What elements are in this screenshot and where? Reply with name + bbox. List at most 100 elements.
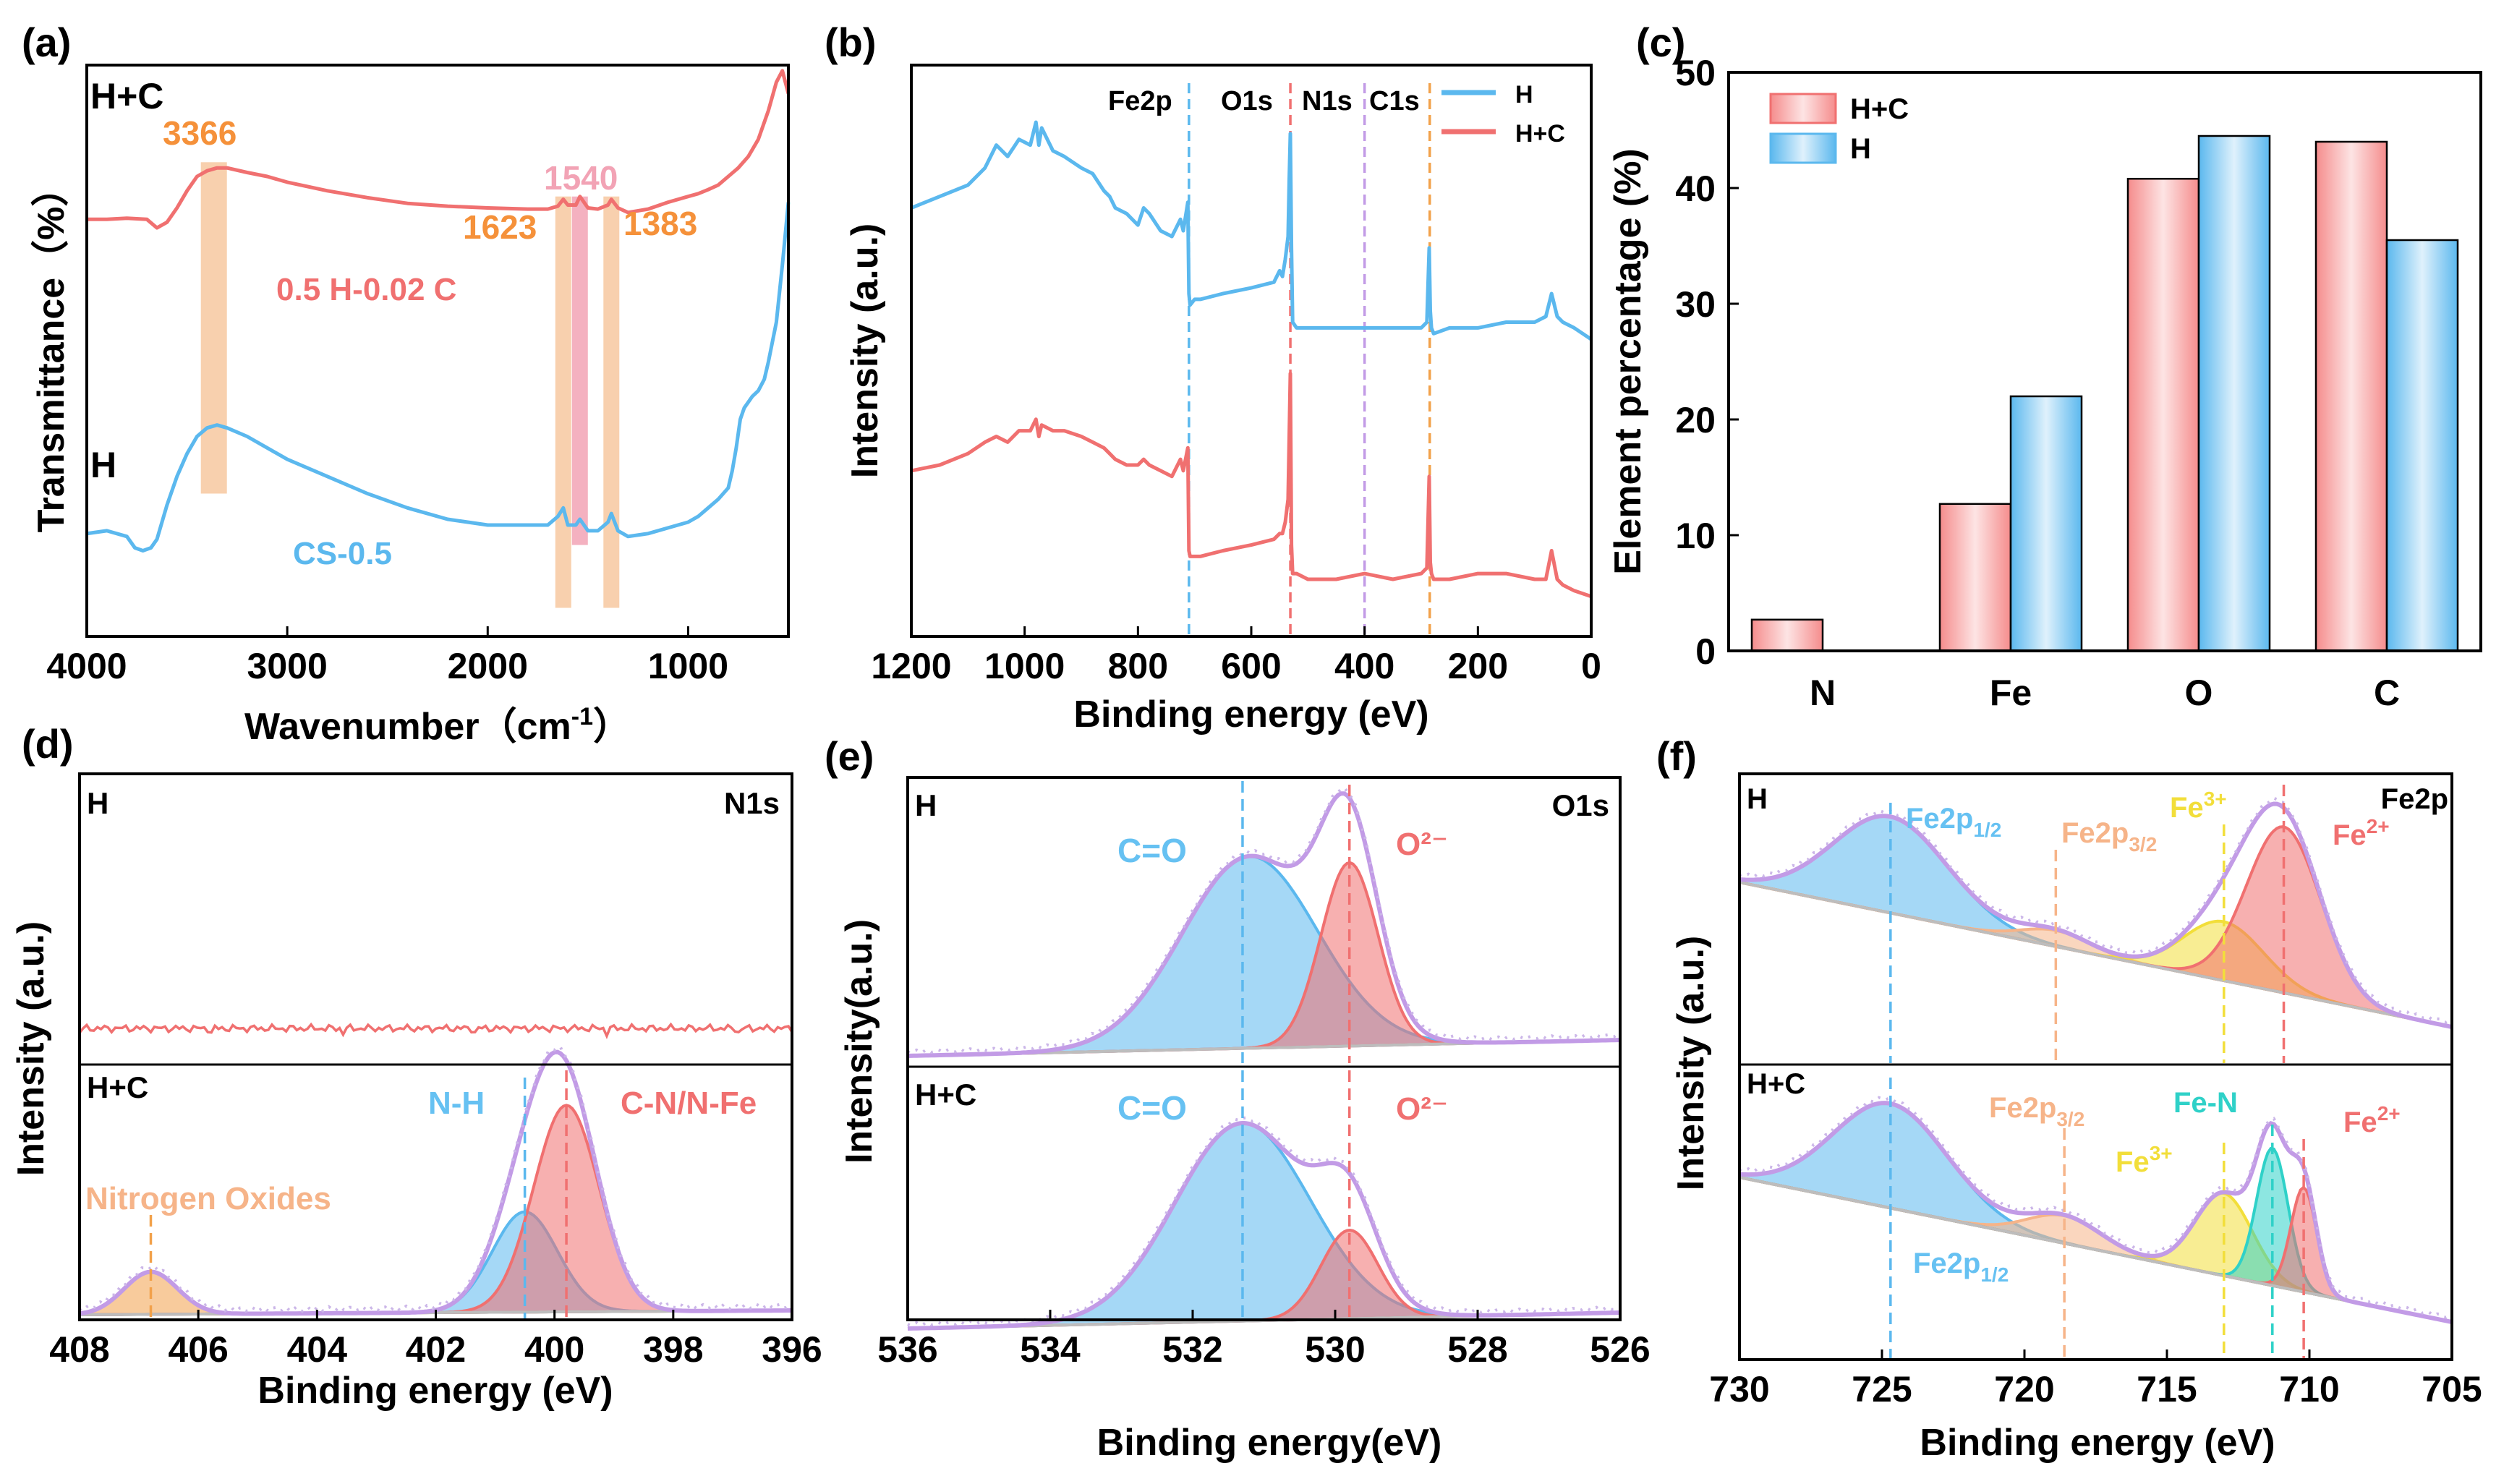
panel-f-bottom-envelope bbox=[1739, 1101, 2453, 1324]
panel-c-ytick-label: 30 bbox=[1675, 284, 1716, 325]
panel-f-bottom-label: H+C bbox=[1747, 1068, 1805, 1100]
panel-f-frame bbox=[1738, 772, 2453, 1361]
panel-e-label-co-top: C=O bbox=[1117, 832, 1187, 869]
panel-c-ytick-label: 0 bbox=[1695, 631, 1716, 672]
panel-d-xlabel: Binding energy (eV) bbox=[257, 1370, 613, 1412]
panel-c-bar bbox=[2009, 395, 2083, 652]
panel-d-tick-label: 408 bbox=[49, 1329, 109, 1370]
panel-c-category-label: O bbox=[2185, 673, 2213, 713]
panel-e-label-co-bottom: C=O bbox=[1117, 1089, 1187, 1127]
panel-d-xticks: 408 406 404 402 400 398 396 bbox=[49, 1310, 822, 1370]
panel-a-series-label-h: H bbox=[90, 445, 116, 485]
panel-b-tick-label: 600 bbox=[1221, 646, 1281, 686]
panel-a-line bbox=[86, 202, 791, 553]
panel-b-tick-label: 1000 bbox=[984, 646, 1065, 686]
panel-f-label-fe2p12-top: Fe2p1/2 bbox=[1906, 803, 2001, 841]
panel-f-bottom-baseline bbox=[1739, 1176, 2453, 1323]
panel-b-legend: H H+C bbox=[1441, 81, 1565, 148]
panel-f-content bbox=[1738, 785, 2453, 1360]
panel-f-label: (f) bbox=[1656, 733, 1697, 779]
panel-b-ylabel: Intensity (a.u.) bbox=[844, 223, 886, 478]
panel-f-xticks: 730 725 720 715 710 705 bbox=[1709, 1349, 2482, 1410]
panel-a-tick-label: 2000 bbox=[448, 646, 528, 686]
panel-e-region: O1s bbox=[1552, 788, 1609, 822]
panel-f-top-label: H bbox=[1747, 783, 1768, 815]
panel-c-ytick-label: 20 bbox=[1675, 400, 1716, 440]
panel-c-frame bbox=[1727, 71, 2482, 652]
panel-c-yticks: 0 10 20 30 40 50 bbox=[1675, 53, 1739, 672]
panel-b-tick-label: 800 bbox=[1108, 646, 1168, 686]
panel-c-ytick-label: 10 bbox=[1675, 516, 1716, 556]
panel-d-ylabel: Intensity (a.u.) bbox=[10, 921, 52, 1176]
panel-d-label-nh: N-H bbox=[428, 1086, 485, 1121]
panel-b-xticks: 1200 1000 800 600 400 200 0 bbox=[871, 626, 1601, 686]
panel-a-tick-label: 4000 bbox=[46, 646, 127, 686]
panel-e-tick-label: 532 bbox=[1162, 1329, 1222, 1370]
panel-f-ylabel: Intensity (a.u.) bbox=[1670, 936, 1712, 1190]
panel-d-tick-label: 402 bbox=[406, 1329, 466, 1370]
panel-f-label-fe3-bottom: Fe3+ bbox=[2116, 1142, 2173, 1178]
panel-c-ytick-label: 40 bbox=[1675, 169, 1716, 209]
panel-a-bands bbox=[200, 162, 620, 608]
panel-f-tick-label: 705 bbox=[2422, 1369, 2482, 1410]
panel-b-legend-h: H bbox=[1515, 81, 1533, 108]
panel-e-top-label: H bbox=[915, 788, 937, 822]
panel-a-band bbox=[555, 196, 571, 608]
panel-d-tick-label: 404 bbox=[287, 1329, 348, 1370]
panel-c-legend-swatch-h bbox=[1769, 132, 1837, 164]
panel-d-tick-label: 406 bbox=[168, 1329, 228, 1370]
panel-f-label-fe2p12-bottom: Fe2p1/2 bbox=[1913, 1248, 2009, 1286]
panel-a-sample-h: CS-0.5 bbox=[293, 536, 392, 571]
panel-c-legend-swatch-hc bbox=[1769, 93, 1837, 124]
panel-a-tick-label: 3000 bbox=[247, 646, 328, 686]
panel-a-ylabel: Transmittance（%） bbox=[30, 169, 72, 533]
panel-b-tick-label: 0 bbox=[1581, 646, 1601, 686]
panel-a-band bbox=[571, 196, 588, 545]
panel-b-tick-label: 200 bbox=[1448, 646, 1508, 686]
panel-c-category-label: C bbox=[2374, 673, 2400, 713]
panel-a-series-label-hc: H+C bbox=[90, 76, 163, 116]
panel-f-xlabel: Binding energy (eV) bbox=[1920, 1422, 2275, 1464]
panel-c-bar bbox=[2385, 239, 2459, 652]
panel-e: (e) 536 534 532 530 528 526 H O1s H+C C=O O²⁻… bbox=[825, 733, 1651, 1464]
panel-a-frame bbox=[85, 64, 790, 638]
panel-e-tick-label: 528 bbox=[1447, 1329, 1507, 1370]
panel-a-tick-label: 1000 bbox=[648, 646, 728, 686]
panel-b-curves bbox=[911, 120, 1593, 599]
panel-d-label-nitrogen-oxides: Nitrogen Oxides bbox=[85, 1181, 331, 1216]
panel-b-marker-n1s: N1s bbox=[1302, 86, 1353, 116]
panel-f-top-baseline bbox=[1739, 881, 2453, 1028]
panel-c-legend-h: H bbox=[1850, 133, 1871, 165]
panel-d-tick-label: 400 bbox=[524, 1329, 584, 1370]
panel-e-bottom-envelope bbox=[907, 1120, 1621, 1331]
panel-c: (c) 0 10 20 30 40 50 N Fe O C H+C H Element perc… bbox=[1607, 20, 2482, 713]
panel-c-bar bbox=[2197, 135, 2271, 652]
panel-d-label-cn: C-N/N-Fe bbox=[621, 1086, 757, 1121]
panel-d: (d) 408 406 404 402 400 398 396 H N1s H+C Nitr… bbox=[10, 721, 822, 1412]
panel-d-top-label: H bbox=[87, 786, 108, 820]
panel-f-bottom-raw-data bbox=[1739, 1096, 2453, 1319]
panel-f-label-fe2p32-top: Fe2p3/2 bbox=[2061, 817, 2157, 856]
panel-b-label: (b) bbox=[825, 20, 877, 65]
panel-b-marker-o1s: O1s bbox=[1221, 86, 1273, 116]
panel-d-tick-label: 398 bbox=[643, 1329, 703, 1370]
panel-a-xticks: 4000 3000 2000 1000 bbox=[46, 626, 728, 686]
panel-f-tick-label: 710 bbox=[2279, 1369, 2339, 1410]
panel-e-tick-label: 534 bbox=[1020, 1329, 1081, 1370]
panel-f-label-fe2-top: Fe2+ bbox=[2333, 815, 2390, 851]
panel-f: (f) 730 725 720 715 710 705 H Fe2p H+C Fe2p1/… bbox=[1656, 733, 2482, 1464]
panel-c-bar bbox=[2126, 177, 2200, 652]
panel-a-peak-1383: 1383 bbox=[623, 205, 697, 242]
panel-a-band bbox=[603, 196, 620, 608]
panel-a-sample-hc: 0.5 H-0.02 C bbox=[276, 272, 456, 307]
panel-e-tick-label: 526 bbox=[1590, 1329, 1650, 1370]
panel-c-legend-hc: H+C bbox=[1850, 93, 1909, 125]
panel-e-content bbox=[907, 781, 1621, 1331]
panel-d-region: N1s bbox=[724, 786, 780, 820]
panel-b-xlabel: Binding energy (eV) bbox=[1073, 694, 1428, 735]
panel-b-markers bbox=[1188, 83, 1431, 636]
panel-c-bar bbox=[1750, 618, 1824, 652]
panel-b-tick-label: 400 bbox=[1334, 646, 1394, 686]
panel-b-tick-label: 1200 bbox=[871, 646, 951, 686]
